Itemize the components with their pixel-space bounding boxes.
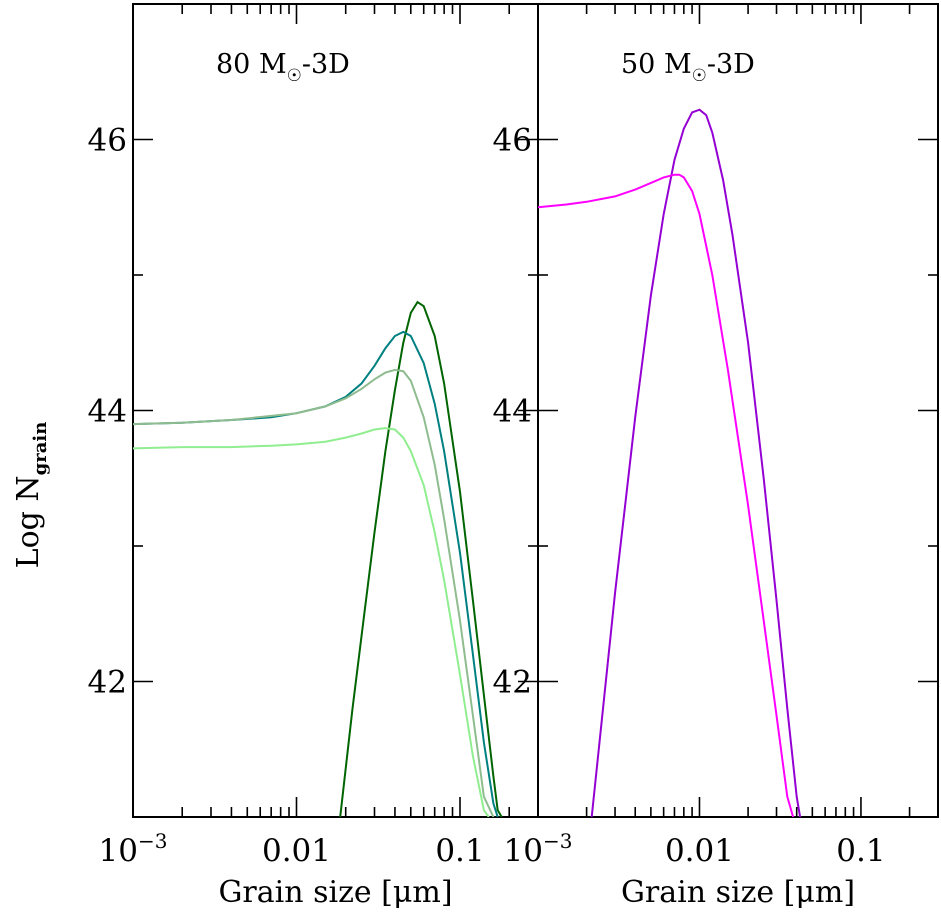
series-line-0 [339,300,503,817]
x-axis-label: Grain size [μm] [218,875,452,910]
x-tick-label: 0.1 [836,833,885,869]
x-tick-label: 0.01 [262,833,331,869]
y-axis-label-sub: grain [30,422,51,476]
y-axis-label-main: Log N [11,475,46,568]
series-line-0 [590,108,802,817]
y-tick-label: 46 [88,123,127,159]
panel-80msun: 42 44 46 10−3 0.01 0.1 Grain size [μm] 80 M☉-3D [88,3,539,910]
y-tick-label: 44 [493,394,532,430]
series-group [538,108,802,817]
x-tick-label: 10−3 [99,829,168,869]
y-tick-label: 42 [88,665,127,701]
plot-frame [537,3,939,818]
x-tick-label: 10−3 [504,829,573,869]
series-line-3 [133,427,490,817]
x-tick-label: 0.01 [665,833,734,869]
series-group [133,300,503,817]
panel-title: 50 M☉-3D [621,49,755,86]
y-tick-label: 46 [493,123,532,159]
y-axis-label: Log Ngrain [11,422,51,569]
series-line-2 [133,368,495,817]
y-tick-label: 42 [493,665,532,701]
x-axis-label: Grain size [μm] [621,875,855,910]
y-tick-label: 44 [88,394,127,430]
panel-50msun: 42 44 46 10−3 0.01 0.1 Grain size [μm] 50 M☉-3D [493,3,939,910]
series-line-1 [538,173,795,817]
x-tick-label: 0.1 [435,833,484,869]
panel-title: 80 M☉-3D [216,49,350,86]
